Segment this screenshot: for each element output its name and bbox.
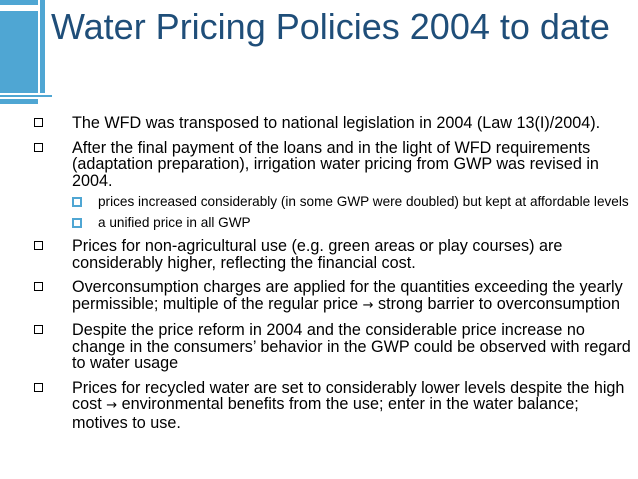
bullet-item: After the final payment of the loans and… <box>32 138 632 231</box>
square-bullet-icon <box>34 118 43 127</box>
square-bullet-icon <box>34 142 43 152</box>
square-bullet-icon <box>34 282 43 291</box>
bullet-list: The WFD was transposed to national legis… <box>32 115 632 439</box>
bullet-item: Prices for non-agricultural use (e.g. gr… <box>32 238 632 271</box>
bullet-text: Prices for non-agricultural use (e.g. gr… <box>72 237 563 272</box>
bullet-text-before: Overconsumption charges are applied for … <box>72 278 623 313</box>
slide-title: Water Pricing Policies 2004 to date <box>51 6 610 47</box>
arrow-right-icon: → <box>362 297 374 313</box>
bullet-text: Despite the price reform in 2004 and the… <box>72 321 631 372</box>
square-bullet-icon <box>34 325 43 334</box>
bullet-item: Despite the price reform in 2004 and the… <box>32 322 632 372</box>
square-sub-bullet-icon <box>72 217 82 228</box>
bullet-text: After the final payment of the loans and… <box>72 138 599 190</box>
accent-block-lower <box>0 99 38 104</box>
arrow-right-icon: → <box>106 398 118 413</box>
bullet-text-after: strong barrier to overconsumption <box>378 294 621 313</box>
bullet-item: Overconsumption charges are applied for … <box>32 279 632 314</box>
sub-bullet-item: a unified price in all GWP <box>72 214 632 231</box>
sub-bullet-list: prices increased considerably (in some G… <box>72 194 632 231</box>
accent-block-upper <box>0 11 38 93</box>
square-bullet-icon <box>34 382 43 392</box>
bullet-text: The WFD was transposed to national legis… <box>72 114 601 132</box>
accent-line-horizontal <box>0 95 52 97</box>
bullet-text-before: Prices for recycled water are set to con… <box>72 378 625 413</box>
sub-bullet-item: prices increased considerably (in some G… <box>72 194 632 210</box>
accent-bar-top <box>0 0 38 5</box>
bullet-item: Prices for recycled water are set to con… <box>32 378 632 432</box>
sub-bullet-text: prices increased considerably (in some G… <box>98 194 629 209</box>
sub-bullet-text: a unified price in all GWP <box>98 214 251 230</box>
square-sub-bullet-icon <box>72 197 82 207</box>
square-bullet-icon <box>34 241 43 250</box>
bullet-text-after: environmental benefits from the use; ent… <box>72 395 579 432</box>
bullet-item: The WFD was transposed to national legis… <box>32 115 632 132</box>
accent-bar-vertical <box>40 0 45 93</box>
